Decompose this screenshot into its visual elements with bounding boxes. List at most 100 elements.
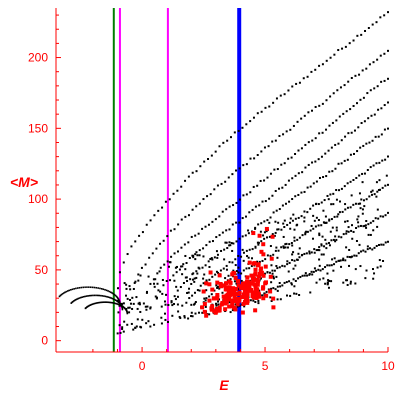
black-point	[317, 268, 320, 271]
black-point	[310, 270, 313, 273]
black-point	[302, 77, 305, 80]
black-arc-point	[117, 303, 119, 306]
black-point	[274, 288, 277, 291]
black-point	[191, 315, 194, 318]
black-point	[317, 224, 320, 227]
black-point	[378, 161, 381, 164]
black-point	[375, 181, 378, 184]
black-point	[333, 215, 336, 218]
black-point	[293, 228, 296, 231]
black-point	[329, 95, 332, 98]
black-point	[360, 250, 363, 253]
black-point	[285, 281, 288, 284]
black-point	[364, 29, 367, 32]
black-point	[369, 221, 372, 224]
black-point	[312, 214, 315, 217]
black-point	[289, 221, 292, 224]
black-arc-point	[96, 302, 98, 304]
red-point	[217, 273, 222, 278]
black-point	[135, 296, 138, 299]
black-point	[153, 285, 156, 288]
black-point	[330, 203, 333, 206]
black-point	[274, 189, 277, 192]
black-arc-point	[71, 288, 74, 291]
black-point	[196, 254, 199, 257]
red-point	[225, 297, 230, 302]
black-point	[156, 282, 159, 285]
black-point	[278, 281, 281, 284]
black-point	[192, 256, 195, 259]
black-point	[208, 265, 211, 268]
black-point	[237, 129, 240, 132]
black-point	[116, 299, 119, 302]
black-point	[332, 238, 335, 241]
black-point	[244, 215, 247, 218]
black-point	[314, 68, 317, 71]
black-point	[317, 203, 320, 206]
black-point	[195, 270, 198, 273]
black-point	[204, 299, 207, 302]
black-point	[283, 162, 286, 165]
black-point	[194, 253, 197, 256]
black-point	[380, 107, 383, 110]
black-point	[318, 176, 321, 179]
black-arc-point	[92, 294, 94, 297]
black-point	[257, 299, 260, 302]
black-point	[295, 292, 298, 295]
black-arc-point	[71, 301, 73, 304]
black-point	[360, 33, 363, 36]
black-point	[267, 288, 270, 291]
black-point	[216, 253, 219, 256]
black-point	[365, 67, 368, 70]
black-point	[175, 271, 178, 274]
black-point	[154, 295, 157, 298]
black-point	[180, 265, 183, 268]
black-point	[187, 291, 190, 294]
black-arc-point	[68, 289, 71, 292]
black-point	[258, 289, 261, 292]
black-point	[250, 265, 253, 268]
black-point	[191, 171, 194, 174]
black-point	[327, 149, 330, 152]
black-point	[256, 260, 259, 263]
x-tick-label: 0	[139, 359, 146, 373]
black-point	[214, 218, 217, 221]
black-point	[313, 219, 316, 222]
black-point	[376, 225, 379, 228]
black-point	[187, 317, 190, 320]
black-point	[138, 234, 141, 237]
black-arc-point	[74, 299, 76, 302]
red-point	[257, 271, 262, 276]
black-point	[217, 300, 220, 303]
black-point	[282, 246, 285, 249]
black-point	[343, 185, 346, 188]
black-point	[190, 311, 193, 314]
black-point	[211, 275, 214, 278]
black-point	[383, 128, 386, 131]
black-point	[364, 250, 367, 253]
black-point	[340, 187, 343, 190]
black-point	[306, 186, 309, 189]
black-point	[191, 254, 194, 257]
black-point	[377, 189, 380, 192]
black-point	[286, 223, 289, 226]
black-point	[117, 311, 120, 314]
black-point	[137, 273, 140, 276]
black-point	[269, 296, 272, 299]
black-point	[169, 229, 172, 232]
red-point	[271, 296, 276, 301]
black-point	[202, 282, 205, 285]
black-point	[226, 139, 229, 142]
black-point	[294, 195, 297, 198]
black-point	[240, 255, 243, 258]
black-point	[288, 280, 291, 283]
black-point	[176, 303, 179, 306]
black-arc-point	[86, 286, 88, 288]
black-arc-point	[110, 291, 112, 294]
black-point	[272, 277, 275, 280]
red-point	[249, 281, 254, 286]
black-point	[222, 267, 225, 270]
black-point	[247, 256, 250, 259]
black-point	[209, 257, 212, 260]
black-arc-point	[75, 287, 77, 290]
